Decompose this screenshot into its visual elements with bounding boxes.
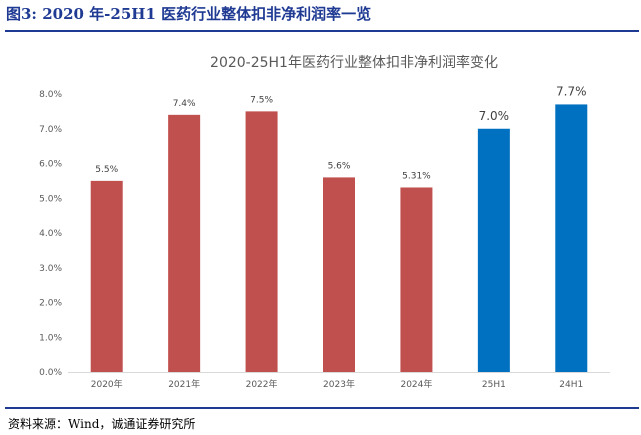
bars: 5.5% 7.4% 7.5% 5.6% 5.31% 7.0% 7.7% — [90, 84, 588, 373]
bar — [400, 187, 433, 372]
bottom-rule — [5, 407, 639, 409]
bar — [90, 180, 123, 372]
data-label: 7.7% — [556, 84, 587, 98]
bar — [323, 177, 355, 372]
y-tick-label: 1.0% — [39, 333, 62, 343]
x-axis: 2020年 2021年 2022年 2023年 2024年 25H1 24H1 — [68, 372, 610, 390]
data-label: 7.4% — [173, 99, 196, 109]
y-tick-label: 6.0% — [39, 160, 62, 170]
data-label: 5.31% — [402, 171, 431, 181]
x-tick-label: 2024年 — [400, 378, 432, 390]
data-label: 5.5% — [95, 165, 118, 175]
x-tick-label: 2020年 — [91, 378, 123, 390]
x-tick-label: 2023年 — [323, 378, 355, 390]
bar-chart: 2020-25H1年医药行业整体扣非净利润率变化 0.0% 1.0% 2.0% 3.0… — [39, 54, 610, 390]
figure-caption: 图3: 2020 年-25H1 医药行业整体扣非净利润率一览 — [6, 5, 372, 23]
y-axis: 0.0% 1.0% 2.0% 3.0% 4.0% 5.0% 6.0% 7.0% 8.0% — [39, 90, 62, 378]
bar — [477, 128, 510, 372]
y-tick-label: 5.0% — [39, 194, 62, 204]
x-tick-label: 24H1 — [559, 380, 583, 390]
x-tick-label: 25H1 — [482, 380, 506, 390]
top-rule — [5, 30, 639, 32]
y-tick-label: 8.0% — [39, 90, 62, 100]
data-label: 5.6% — [328, 161, 351, 171]
x-tick-label: 2022年 — [246, 378, 278, 390]
y-tick-label: 0.0% — [39, 368, 62, 378]
y-tick-label: 7.0% — [39, 125, 62, 135]
chart-title: 2020-25H1年医药行业整体扣非净利润率变化 — [210, 54, 498, 71]
source-note: 资料来源：Wind，诚通证券研究所 — [8, 417, 196, 431]
x-tick-label: 2021年 — [168, 378, 200, 390]
y-tick-label: 4.0% — [39, 229, 62, 239]
y-tick-label: 3.0% — [39, 264, 62, 274]
bar — [168, 114, 201, 372]
bar — [555, 104, 588, 373]
y-tick-label: 2.0% — [39, 299, 62, 309]
bar — [245, 111, 278, 372]
data-label: 7.0% — [479, 109, 510, 123]
data-label: 7.5% — [250, 95, 273, 105]
